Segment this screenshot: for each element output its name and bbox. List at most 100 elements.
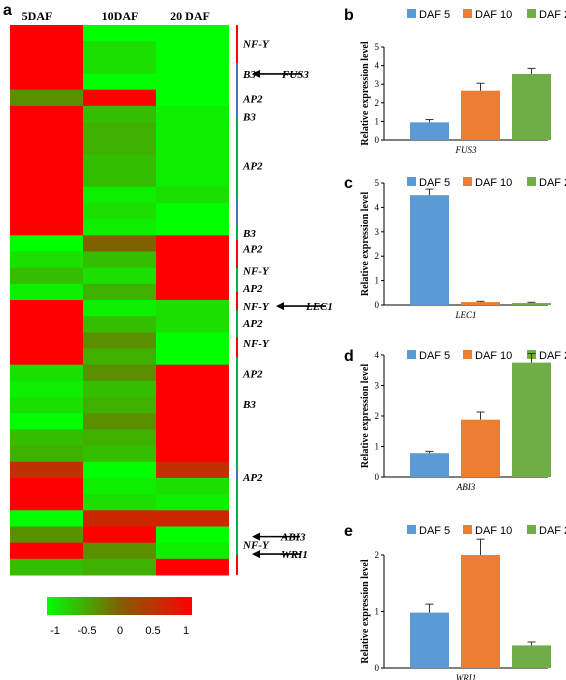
- heatmap-cell: [83, 122, 156, 139]
- gene-arrow-label: FUS3: [281, 69, 309, 81]
- heatmap-cell: [83, 89, 156, 107]
- heatmap-cell: [83, 170, 156, 188]
- gene-family-label: B3: [242, 112, 256, 124]
- panel-label-e: e: [344, 523, 353, 540]
- heatmap-cell: [10, 332, 83, 350]
- y-tick-label: 2: [375, 251, 380, 261]
- y-tick-label: 2: [375, 411, 380, 421]
- legend-label: DAF 10: [475, 177, 512, 189]
- legend-swatch: [407, 9, 416, 18]
- y-tick-label: 0: [375, 472, 380, 482]
- colorbar-tick-label: 0.5: [145, 625, 160, 637]
- heatmap-cell: [156, 186, 229, 204]
- heatmap-cell: [83, 267, 156, 285]
- panel-label-b: b: [344, 7, 354, 24]
- bar: [461, 555, 500, 668]
- y-axis-label: Relative expression level: [360, 559, 371, 663]
- heatmap-cell: [156, 138, 229, 155]
- heatmap-cell: [83, 219, 156, 236]
- legend-swatch: [463, 350, 472, 359]
- legend-swatch: [463, 9, 472, 18]
- x-axis-label: WRI1: [456, 673, 477, 680]
- heatmap-cell: [156, 219, 229, 236]
- heatmap-cell: [156, 413, 229, 430]
- gene-family-label: AP2: [242, 472, 263, 484]
- heatmap-cell: [10, 154, 83, 172]
- y-tick-label: 2: [375, 550, 380, 560]
- legend-label: DAF 5: [419, 177, 450, 189]
- heatmap-cell: [10, 397, 83, 414]
- heatmap-cell: [83, 429, 156, 447]
- heatmap-cell: [10, 170, 83, 188]
- panel-label-c: c: [344, 175, 353, 192]
- heatmap-cell: [10, 300, 83, 317]
- legend-label: DAF 10: [475, 525, 512, 537]
- heatmap-cell: [83, 461, 156, 479]
- heatmap-cell: [156, 89, 229, 107]
- heatmap-cell: [83, 235, 156, 252]
- heatmap-cell: [83, 251, 156, 269]
- heatmap-cell: [10, 219, 83, 236]
- heatmap-cell: [156, 316, 229, 333]
- bar: [512, 362, 551, 477]
- heatmap-cell: [10, 267, 83, 285]
- legend-swatch: [407, 350, 416, 359]
- heatmap-cell: [83, 186, 156, 204]
- heatmap-cell: [156, 235, 229, 252]
- x-axis-label: ABI3: [456, 482, 476, 492]
- bar-panel-b: b DAF 5 DAF 10 DAF 20 0 1 2 3 4 5 Relative express…: [344, 7, 566, 155]
- heatmap-cell: [156, 445, 229, 463]
- legend-swatch: [463, 525, 472, 534]
- bar: [512, 645, 551, 668]
- heatmap-cell: [156, 202, 229, 220]
- legend-swatch: [527, 525, 536, 534]
- heatmap-cell: [156, 429, 229, 447]
- bar-panel-e: e DAF 5 DAF 10 DAF 20 0 1 2 Relative expression…: [344, 523, 566, 680]
- heatmap-cell: [10, 526, 83, 544]
- legend-label: DAF 20: [539, 9, 566, 21]
- heatmap-cell: [156, 332, 229, 350]
- gene-family-label: NF-Y: [242, 539, 270, 551]
- legend-swatch: [527, 177, 536, 186]
- heatmap-cell: [156, 397, 229, 414]
- bar: [461, 302, 500, 305]
- heatmap-cell: [83, 510, 156, 527]
- gene-family-label: AP2: [242, 368, 263, 380]
- heatmap-cell: [83, 477, 156, 495]
- bar: [410, 612, 449, 668]
- heatmap-cell: [156, 494, 229, 511]
- heatmap-cell: [83, 558, 156, 576]
- heatmap-cell: [10, 57, 83, 75]
- heatmap-cell: [156, 558, 229, 576]
- heatmap-cell: [10, 235, 83, 252]
- gene-arrow-label: ABI3: [280, 532, 306, 544]
- heatmap-cell: [156, 122, 229, 139]
- heatmap-cell: [10, 89, 83, 107]
- gene-family-label: NF-Y: [242, 338, 270, 350]
- heatmap-cell: [156, 267, 229, 285]
- heatmap-cell: [10, 413, 83, 430]
- heatmap-cell: [10, 316, 83, 333]
- heatmap-cell: [156, 283, 229, 301]
- y-tick-label: 5: [375, 42, 380, 52]
- y-tick-label: 4: [375, 202, 380, 212]
- legend-label: DAF 5: [419, 525, 450, 537]
- heatmap-column-label: 20 DAF: [170, 9, 210, 23]
- heatmap-cell: [83, 25, 156, 42]
- heatmap-cell: [156, 526, 229, 544]
- heatmap-cell: [83, 494, 156, 511]
- gene-family-label: AP2: [242, 318, 263, 330]
- y-tick-label: 1: [375, 442, 380, 452]
- heatmap-cell: [83, 138, 156, 155]
- heatmap-cell: [83, 413, 156, 430]
- legend-swatch: [527, 9, 536, 18]
- heatmap-cell: [156, 542, 229, 560]
- heatmap-cell: [83, 332, 156, 350]
- gene-family-label: B3: [242, 228, 256, 240]
- heatmap-cell: [156, 364, 229, 382]
- heatmap-cell: [156, 461, 229, 479]
- legend-label: DAF 10: [475, 9, 512, 21]
- arrow-head: [252, 550, 260, 559]
- heatmap-cell: [10, 251, 83, 269]
